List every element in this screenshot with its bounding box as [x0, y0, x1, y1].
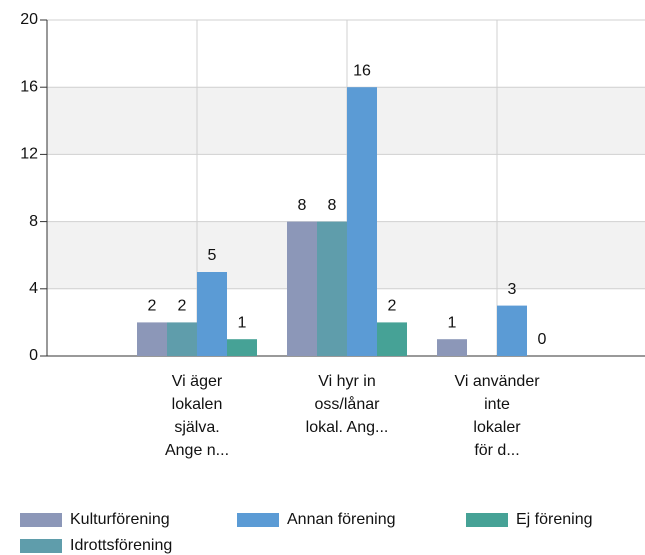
data-label: 1 — [238, 314, 247, 331]
legend-swatch — [20, 539, 62, 553]
data-label: 3 — [508, 281, 517, 298]
x-tick-label: inte — [484, 396, 510, 413]
y-tick-label: 8 — [29, 213, 38, 230]
y-tick-label: 4 — [29, 280, 38, 297]
x-tick-label: oss/lånar — [315, 395, 381, 413]
bar — [137, 322, 167, 356]
legend-swatch — [466, 513, 508, 527]
x-tick-label: Vi äger — [172, 373, 223, 390]
y-tick-label: 12 — [20, 146, 38, 163]
y-tick-label: 20 — [20, 11, 38, 28]
legend-label: Kulturförening — [70, 511, 170, 528]
legend-label: Ej förening — [516, 511, 593, 528]
legend-swatch — [237, 513, 279, 527]
y-tick-label: 0 — [29, 347, 38, 364]
x-tick-label: lokal. Ang... — [306, 419, 389, 436]
x-tick-label: själva. — [174, 419, 219, 436]
bar — [317, 221, 347, 356]
legend-swatch — [20, 513, 62, 527]
y-tick-label: 16 — [20, 78, 38, 95]
bar — [377, 322, 407, 356]
x-tick-label: Vi använder — [454, 373, 540, 390]
x-tick-label: lokaler — [473, 419, 521, 436]
x-tick-label: Vi hyr in — [318, 373, 376, 390]
x-tick-label: lokalen — [172, 396, 223, 413]
bar — [287, 221, 317, 356]
bar — [347, 87, 377, 356]
data-label: 16 — [353, 62, 371, 79]
data-label: 1 — [448, 314, 457, 331]
legend-label: Annan förening — [287, 511, 396, 528]
data-label: 2 — [388, 298, 397, 315]
bar — [437, 339, 467, 356]
data-label: 2 — [148, 298, 157, 315]
x-tick-label: Ange n... — [165, 442, 229, 459]
bar — [227, 339, 257, 356]
bar — [497, 305, 527, 356]
data-label: 5 — [208, 247, 217, 264]
data-label: 0 — [538, 331, 547, 348]
data-label: 2 — [178, 298, 187, 315]
grid-band — [47, 87, 645, 155]
data-label: 8 — [328, 197, 337, 214]
bar — [167, 322, 197, 356]
legend-label: Idrottsförening — [70, 537, 172, 554]
data-label: 8 — [298, 197, 307, 214]
x-tick-label: för d... — [474, 442, 519, 459]
bar — [197, 272, 227, 356]
